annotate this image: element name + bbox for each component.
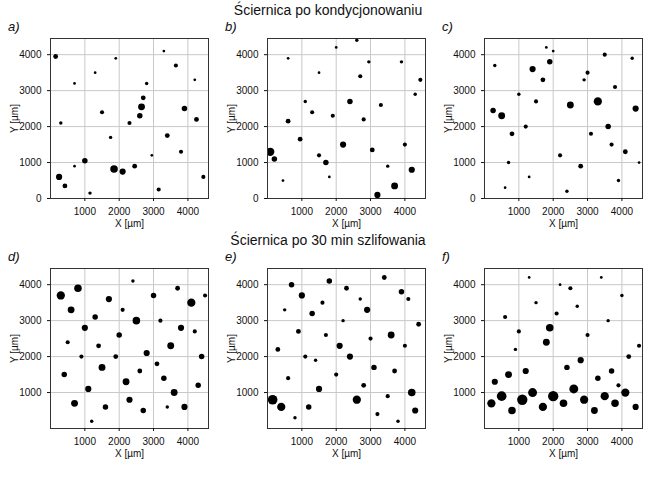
svg-text:4000: 4000 — [453, 279, 476, 290]
svg-text:2000: 2000 — [236, 121, 259, 132]
svg-text:X [µm]: X [µm] — [115, 218, 144, 229]
svg-text:3000: 3000 — [19, 315, 42, 326]
svg-text:3000: 3000 — [453, 85, 476, 96]
svg-text:0: 0 — [36, 193, 42, 204]
svg-text:4000: 4000 — [19, 279, 42, 290]
svg-text:2000: 2000 — [108, 206, 131, 217]
svg-text:1000: 1000 — [19, 387, 42, 398]
html-text:e): e) — [225, 249, 237, 264]
svg-text:X [µm]: X [µm] — [549, 448, 578, 459]
svg-text:Y [µm]: Y [µm] — [9, 334, 20, 363]
svg-text:3000: 3000 — [142, 436, 165, 447]
svg-text:2000: 2000 — [542, 436, 565, 447]
svg-text:Y [µm]: Y [µm] — [9, 104, 20, 133]
svg-text:1000: 1000 — [453, 387, 476, 398]
html-text:Ściernica po kondycjonowaniu: Ściernica po kondycjonowaniu — [233, 2, 423, 18]
svg-text:2000: 2000 — [542, 206, 565, 217]
svg-text:3000: 3000 — [359, 436, 382, 447]
html-text:a): a) — [8, 19, 20, 34]
html-text:Ściernica po 30 min szlifowani: Ściernica po 30 min szlifowania — [230, 232, 426, 248]
svg-text:1000: 1000 — [19, 157, 42, 168]
svg-text:4000: 4000 — [177, 436, 200, 447]
svg-text:1000: 1000 — [236, 387, 259, 398]
svg-text:4000: 4000 — [177, 206, 200, 217]
svg-text:3000: 3000 — [576, 436, 599, 447]
svg-text:2000: 2000 — [325, 436, 348, 447]
svg-text:Y [µm]: Y [µm] — [226, 334, 237, 363]
svg-text:2000: 2000 — [236, 351, 259, 362]
svg-text:4000: 4000 — [236, 279, 259, 290]
svg-text:3000: 3000 — [453, 315, 476, 326]
svg-text:0: 0 — [253, 193, 259, 204]
svg-text:Y [µm]: Y [µm] — [443, 104, 454, 133]
svg-text:1000: 1000 — [74, 436, 97, 447]
svg-text:3000: 3000 — [19, 85, 42, 96]
svg-text:2000: 2000 — [108, 436, 131, 447]
svg-text:2000: 2000 — [325, 206, 348, 217]
html-text:d): d) — [8, 249, 20, 264]
svg-text:X [µm]: X [µm] — [115, 448, 144, 459]
svg-text:4000: 4000 — [394, 436, 417, 447]
svg-text:1000: 1000 — [291, 206, 314, 217]
html-text:b): b) — [225, 19, 237, 34]
svg-text:2000: 2000 — [453, 121, 476, 132]
svg-text:2000: 2000 — [19, 121, 42, 132]
svg-text:1000: 1000 — [291, 436, 314, 447]
svg-text:3000: 3000 — [236, 85, 259, 96]
svg-text:3000: 3000 — [142, 206, 165, 217]
svg-text:X [µm]: X [µm] — [332, 448, 361, 459]
svg-text:0: 0 — [470, 193, 476, 204]
svg-text:X [µm]: X [µm] — [332, 218, 361, 229]
svg-text:1000: 1000 — [508, 206, 531, 217]
svg-text:X [µm]: X [µm] — [549, 218, 578, 229]
svg-text:4000: 4000 — [394, 206, 417, 217]
svg-text:4000: 4000 — [19, 49, 42, 60]
svg-text:3000: 3000 — [359, 206, 382, 217]
svg-text:2000: 2000 — [453, 351, 476, 362]
svg-text:Y [µm]: Y [µm] — [226, 104, 237, 133]
svg-text:4000: 4000 — [611, 206, 634, 217]
svg-text:1000: 1000 — [236, 157, 259, 168]
svg-text:4000: 4000 — [453, 49, 476, 60]
svg-text:3000: 3000 — [576, 206, 599, 217]
svg-text:3000: 3000 — [236, 315, 259, 326]
html-text:c): c) — [442, 19, 453, 34]
svg-text:4000: 4000 — [611, 436, 634, 447]
svg-text:1000: 1000 — [508, 436, 531, 447]
svg-text:1000: 1000 — [74, 206, 97, 217]
svg-text:4000: 4000 — [236, 49, 259, 60]
html-text:f): f) — [442, 249, 450, 264]
svg-text:2000: 2000 — [19, 351, 42, 362]
svg-text:Y [µm]: Y [µm] — [443, 334, 454, 363]
svg-text:1000: 1000 — [453, 157, 476, 168]
